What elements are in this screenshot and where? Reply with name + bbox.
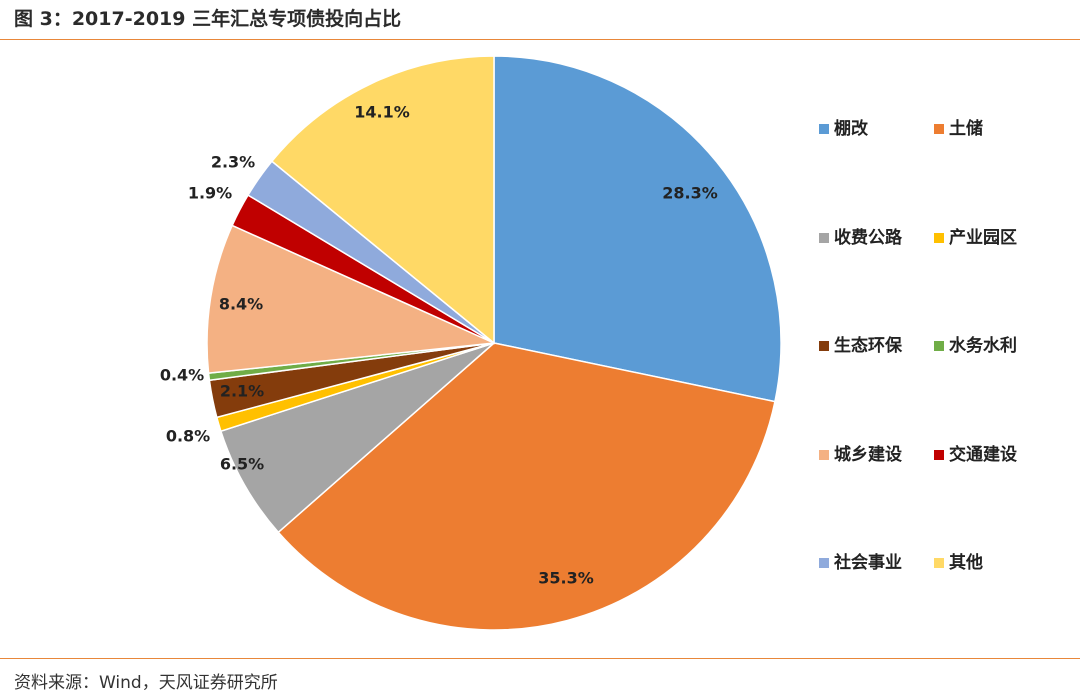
bottom-divider — [0, 658, 1080, 659]
legend-label-7: 城乡建设 — [834, 444, 902, 465]
legend-swatch-6 — [934, 341, 944, 351]
legend-swatch-4 — [934, 233, 944, 243]
data-label-2: 35.3% — [538, 569, 594, 588]
legend-swatch-2 — [934, 124, 944, 134]
pie-slice-3 — [219, 342, 495, 534]
legend-label-2: 土储 — [949, 118, 983, 139]
data-label-7: 8.4% — [219, 295, 263, 314]
source-note: 资料来源：Wind，天风证券研究所 — [14, 673, 278, 693]
legend-label-9: 社会事业 — [833, 552, 902, 573]
pie-slices — [206, 55, 782, 631]
legend-swatch-5 — [819, 341, 829, 351]
data-label-5: 2.1% — [220, 382, 264, 401]
pie-slice-1 — [493, 55, 782, 403]
pie-slice-2 — [277, 342, 776, 631]
top-divider — [0, 39, 1080, 40]
legend-label-8: 交通建设 — [949, 444, 1017, 465]
legend-label-5: 生态环保 — [834, 335, 903, 356]
legend-swatch-7 — [819, 450, 829, 460]
legend-label-10: 其他 — [949, 552, 983, 573]
legend-swatch-3 — [819, 233, 829, 243]
data-label-1: 28.3% — [662, 184, 718, 203]
legend-swatch-8 — [934, 450, 944, 460]
data-label-8: 1.9% — [188, 184, 232, 203]
legend-label-4: 产业园区 — [949, 227, 1017, 248]
legend-label-1: 棚改 — [834, 118, 869, 139]
pie-data-labels: 28.3% 35.3% 6.5% 0.8% 2.1% 0.4% 8.4% 1.9% 2.3% 14… — [160, 103, 718, 588]
data-label-3: 6.5% — [220, 455, 264, 474]
chart-title: 图 3：2017-2019 三年汇总专项债投向占比 — [14, 8, 402, 30]
data-label-9: 2.3% — [211, 153, 255, 172]
legend-label-6: 水务水利 — [949, 335, 1017, 356]
legend-swatch-9 — [819, 558, 829, 568]
legend-swatch-1 — [819, 124, 829, 134]
data-label-4: 0.8% — [166, 427, 210, 446]
legend-swatch-10 — [934, 558, 944, 568]
pie-slice-7 — [206, 224, 497, 374]
legend-label-3: 收费公路 — [834, 227, 903, 248]
data-label-10: 14.1% — [354, 103, 410, 122]
data-label-6: 0.4% — [160, 366, 204, 385]
pie-slice-10 — [270, 55, 495, 345]
